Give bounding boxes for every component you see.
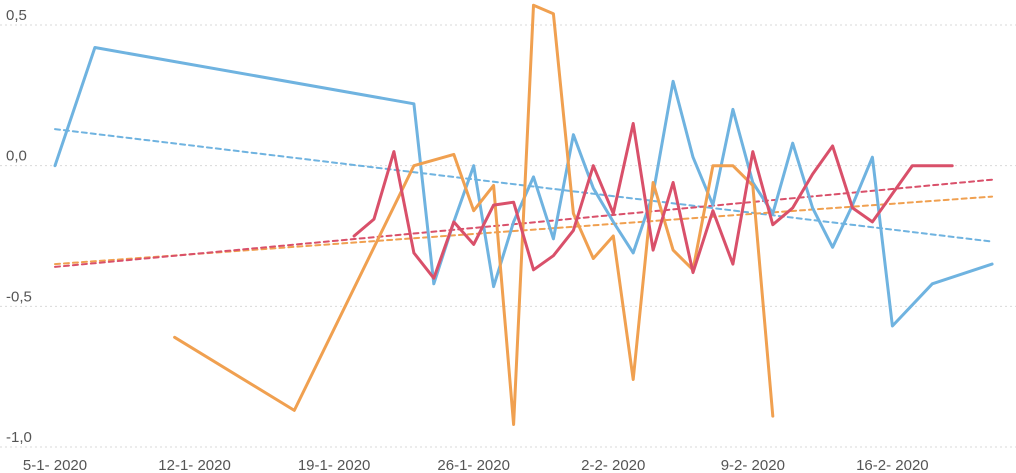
x-tick-label: 26-1- 2020 (437, 457, 510, 473)
y-axis: 0,5 0,0 -0,5 -1,0 (6, 7, 32, 446)
x-tick-label: 16-2- 2020 (856, 457, 929, 473)
x-tick-label: 5-1- 2020 (23, 457, 87, 473)
series-line-2 (352, 122, 954, 280)
y-tick-label: -1,0 (6, 429, 32, 446)
gridlines (0, 24, 1016, 448)
x-tick-label: 9-2- 2020 (721, 457, 785, 473)
x-tick-label: 2-2- 2020 (581, 457, 645, 473)
series-line-1 (173, 3, 775, 426)
x-axis: 5-1- 2020 12-1- 2020 19-1- 2020 26-1- 2020 2… (23, 457, 929, 473)
y-tick-label: -0,5 (6, 288, 32, 305)
y-tick-label: 0,0 (6, 148, 27, 165)
x-tick-label: 12-1- 2020 (158, 457, 231, 473)
y-tick-label: 0,5 (6, 7, 27, 24)
series-lines (53, 3, 994, 426)
x-tick-label: 19-1- 2020 (298, 457, 371, 473)
